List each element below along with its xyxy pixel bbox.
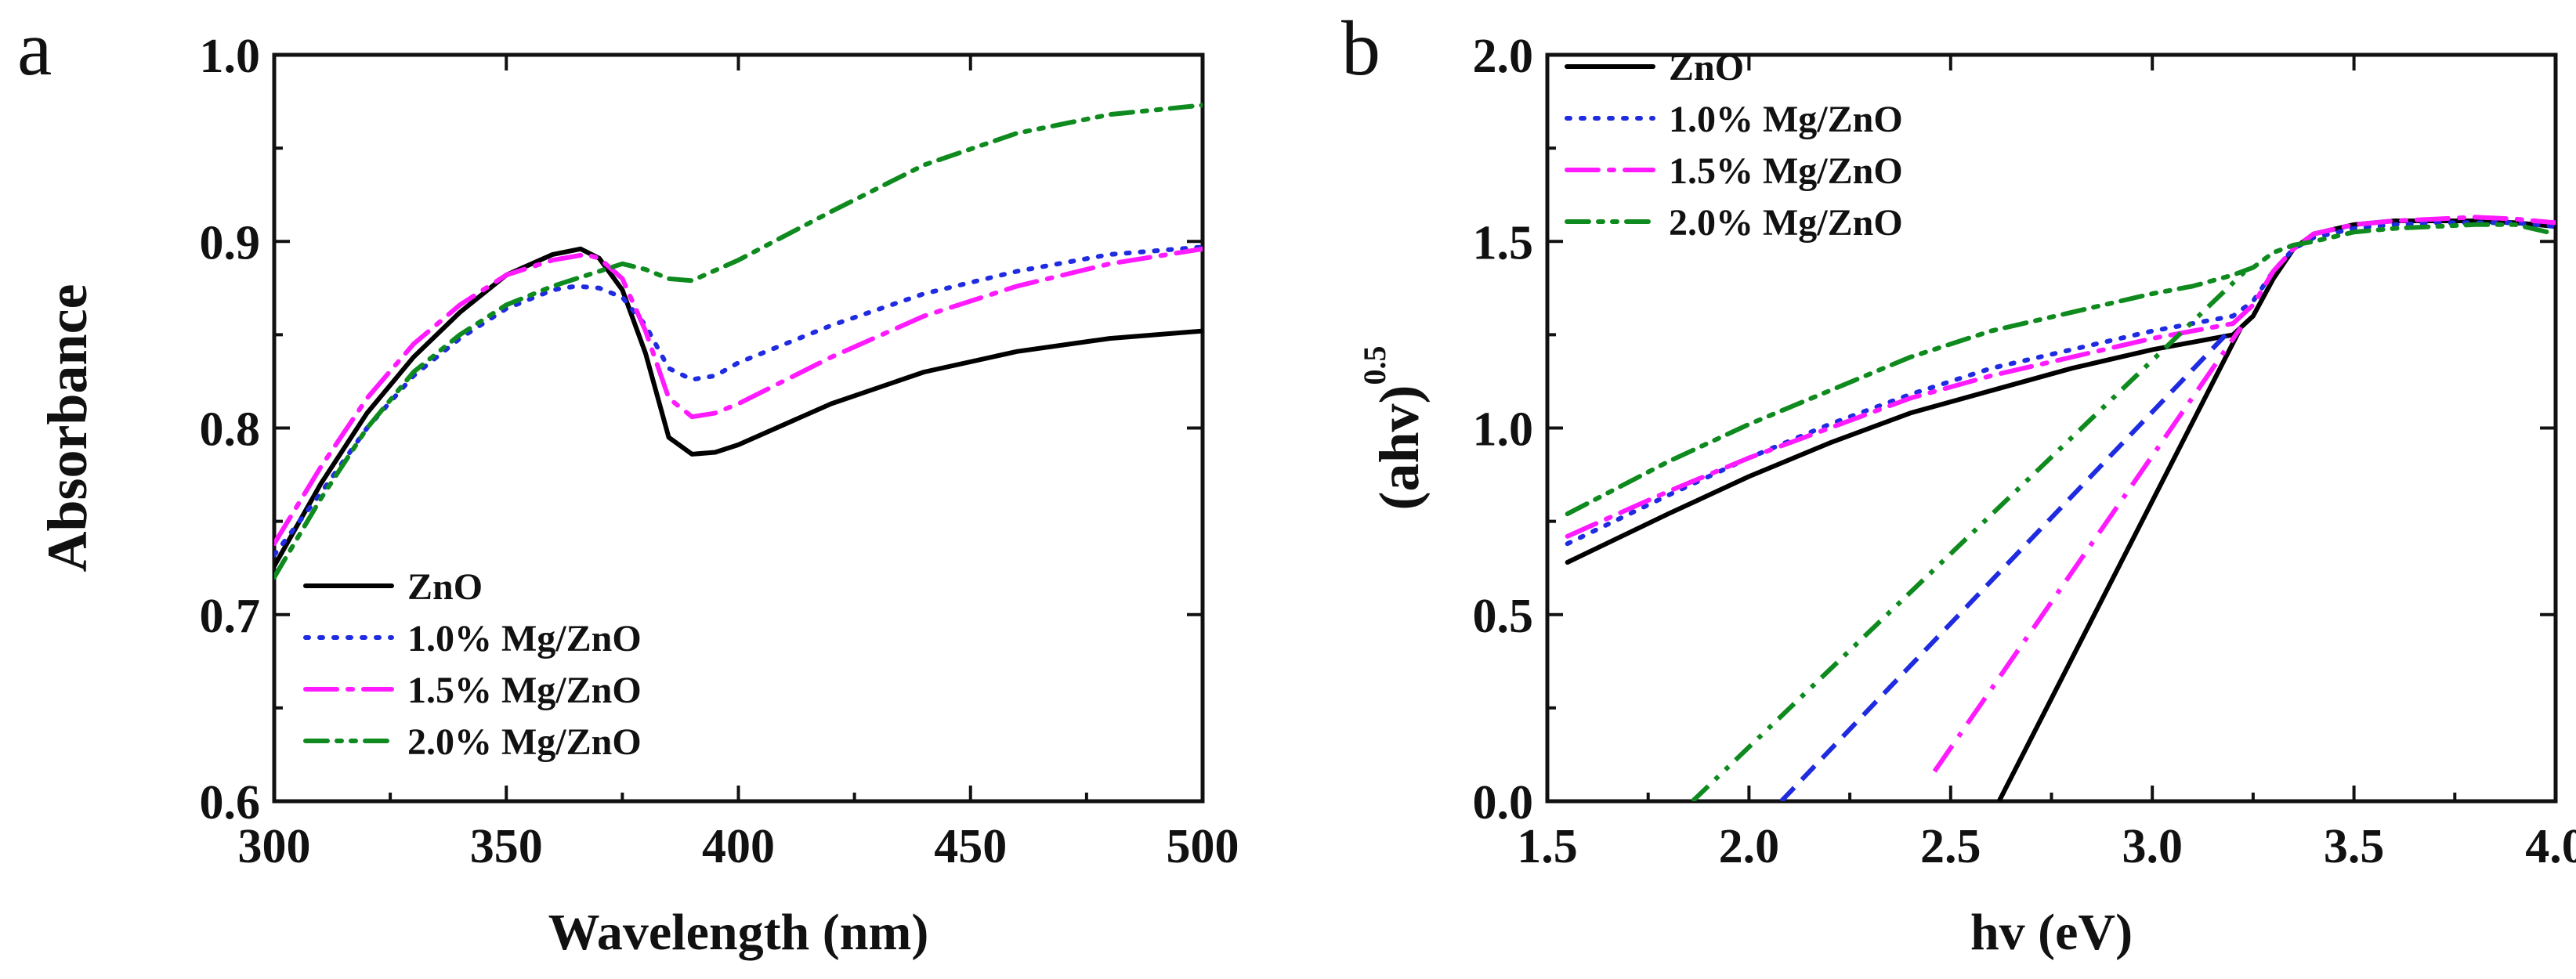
panel-label: a [17,5,52,92]
x-axis-label: Wavelength (nm) [548,904,929,961]
x-tick-label: 3.5 [2324,820,2385,873]
y-tick-label: 1.5 [1473,216,1534,269]
x-axis-label: hv (eV) [1970,904,2133,961]
x-tick-label: 2.5 [1920,820,1981,873]
y-tick-label: 0.9 [200,216,261,269]
x-tick-label: 300 [238,820,311,873]
x-tick-label: 2.0 [1719,820,1780,873]
y-tick-label: 0.5 [1473,590,1534,643]
series-line-0 [1565,219,2556,565]
x-tick-label: 3.0 [2122,820,2183,873]
series-line-0 [274,246,1203,569]
plot-area [274,103,1203,580]
series-line-1 [274,244,1203,558]
x-tick-label: 350 [470,820,543,873]
chart-panel-a: a 300 350 400 450 500 0.6 0.7 0.8 0.9 1.0 Wavelengt… [17,5,1239,961]
tangent-line-2 [1932,326,2243,773]
x-tick-label: 4.0 [2525,820,2576,873]
series-line-2 [274,246,1203,547]
y-axis-label-text: (ahv) [1368,385,1431,511]
legend-label-3: 2.0% Mg/ZnO [1669,202,1903,244]
chart-panel-b: b 1.5 2.0 2.5 3.0 3.5 4.0 0.0 0.5 1.0 1.5 2.0 hv (eV… [1341,5,2576,961]
series-line-1 [1565,220,2556,547]
y-axis-label-text: Absorbance [36,284,99,572]
legend-label-0: ZnO [407,566,483,608]
y-axis-label: (ahv)0.5 [1357,346,1431,511]
panel-label: b [1341,5,1380,92]
y-tick-label: 1.0 [200,30,261,83]
legend-label-1: 1.0% Mg/ZnO [407,618,642,659]
series-line-2 [1565,215,2556,539]
legend-label-1: 1.0% Mg/ZnO [1669,99,1903,140]
x-tick-label: 400 [702,820,775,873]
y-tick-label: 1.0 [1473,403,1534,457]
y-axis-label: Absorbance [36,284,99,572]
legend-label-2: 1.5% Mg/ZnO [1669,150,1903,192]
x-tick-label: 450 [934,820,1007,873]
legend-label-2: 1.5% Mg/ZnO [407,670,642,711]
tangent-line-0 [1996,326,2244,801]
tangent-line-1 [1779,325,2235,801]
y-tick-label: 0.6 [200,776,261,829]
y-tick-label: 0.8 [200,403,261,457]
legend: ZnO 1.0% Mg/ZnO 1.5% Mg/ZnO 2.0% Mg/ZnO [1565,47,1903,244]
y-tick-label: 0.0 [1473,776,1534,829]
tangent-line-3 [1691,266,2251,801]
legend-label-3: 2.0% Mg/ZnO [407,721,642,763]
legend: ZnO 1.0% Mg/ZnO 1.5% Mg/ZnO 2.0% Mg/ZnO [303,566,642,763]
y-tick-label: 0.7 [200,590,261,643]
x-tick-label: 500 [1167,820,1239,873]
legend-label-0: ZnO [1669,47,1744,89]
plot-area [1565,215,2556,801]
y-axis-label-superscript: 0.5 [1357,346,1392,385]
y-tick-label: 2.0 [1473,30,1534,83]
x-tick-label: 1.5 [1517,820,1578,873]
series-line-3 [274,103,1203,580]
